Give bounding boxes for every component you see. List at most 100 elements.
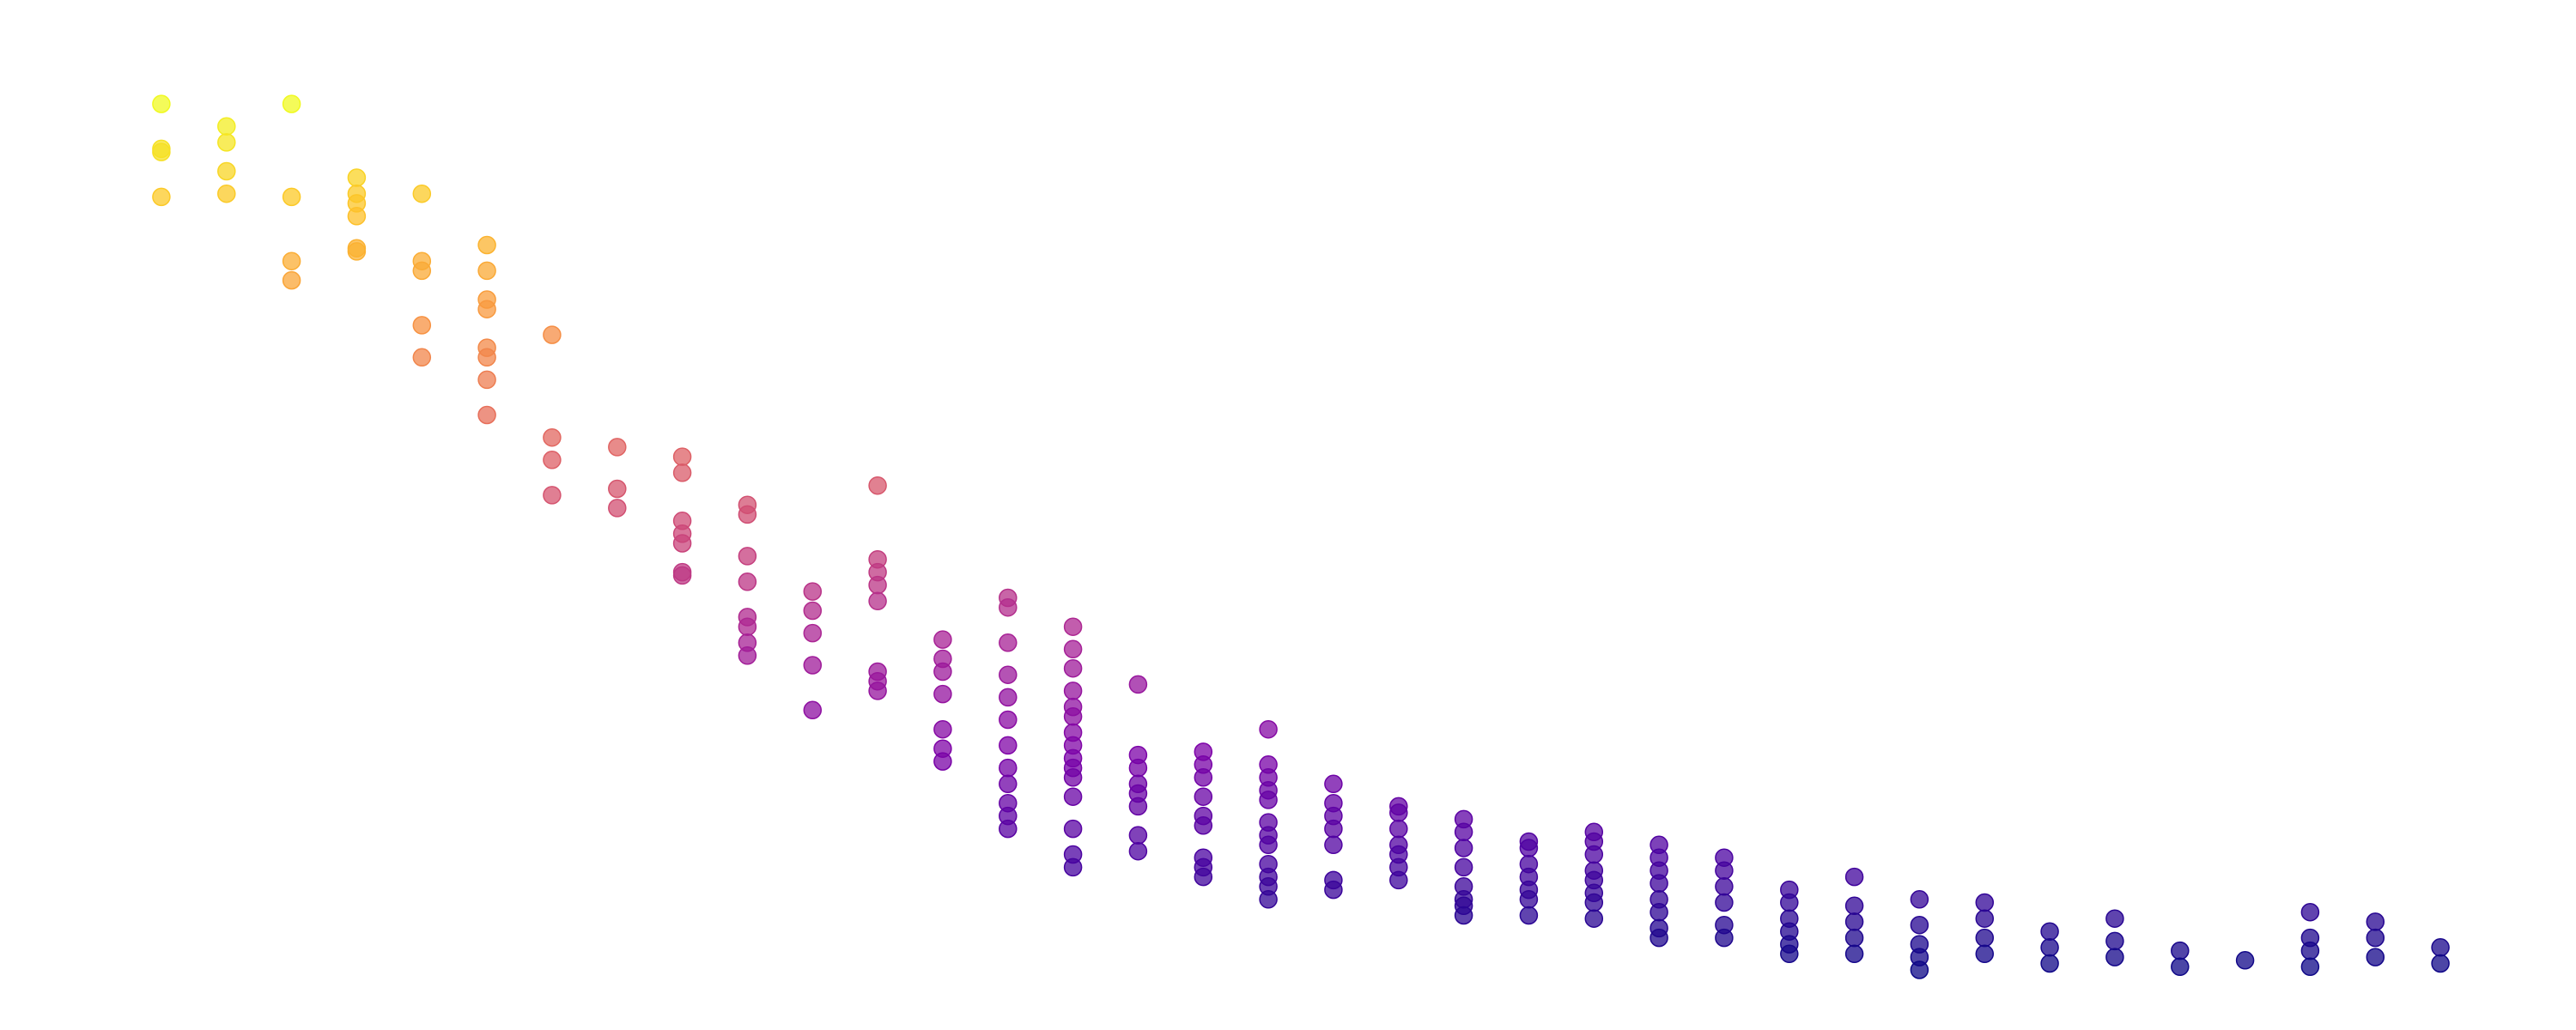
scatter-point xyxy=(2300,957,2320,977)
scatter-point xyxy=(2300,902,2320,922)
scatter-point xyxy=(999,665,1018,684)
scatter-point xyxy=(1519,839,1539,857)
scatter-point xyxy=(477,405,496,425)
scatter-point xyxy=(1780,944,1799,964)
scatter-point xyxy=(477,348,496,367)
scatter-point xyxy=(1975,928,1995,948)
scatter-point xyxy=(347,207,367,226)
scatter-point xyxy=(1063,857,1083,877)
scatter-point xyxy=(868,591,887,611)
scatter-point xyxy=(933,684,952,704)
scatter-point xyxy=(738,617,757,636)
scatter-point xyxy=(217,161,236,181)
scatter-point xyxy=(1259,791,1278,809)
scatter-point xyxy=(999,597,1018,617)
scatter-point xyxy=(217,117,236,136)
scatter-point xyxy=(1584,845,1604,864)
scatter-point xyxy=(1128,841,1148,861)
scatter-point xyxy=(217,133,236,152)
scatter-point xyxy=(999,758,1018,778)
scatter-point xyxy=(2366,928,2385,948)
scatter-point xyxy=(412,261,432,281)
scatter-point xyxy=(738,646,757,665)
scatter-point xyxy=(672,566,692,585)
scatter-point xyxy=(933,719,952,739)
scatter-point xyxy=(868,575,887,595)
scatter-point xyxy=(933,752,952,771)
scatter-point xyxy=(1063,682,1083,700)
scatter-point xyxy=(1844,944,1864,964)
scatter-point xyxy=(1649,928,1668,948)
scatter-point xyxy=(1975,893,1995,912)
scatter-point xyxy=(282,251,301,270)
scatter-point xyxy=(2040,938,2059,957)
scatter-point xyxy=(1063,658,1083,678)
scatter-point xyxy=(1844,867,1864,887)
scatter-point xyxy=(672,534,692,553)
scatter-point xyxy=(999,819,1018,839)
scatter-point xyxy=(1519,906,1539,925)
scatter-point xyxy=(1324,819,1343,839)
scatter-point xyxy=(2235,951,2255,970)
scatter-point xyxy=(2105,948,2124,966)
scatter-point xyxy=(1324,880,1343,900)
scatter-point xyxy=(1844,912,1864,931)
scatter-point xyxy=(1844,896,1864,916)
scatter-point xyxy=(1649,874,1668,893)
scatter-point xyxy=(1063,819,1083,839)
scatter-point xyxy=(2300,941,2320,960)
scatter-point xyxy=(738,573,757,591)
scatter-point xyxy=(672,447,692,466)
scatter-point xyxy=(868,682,887,700)
scatter-point xyxy=(2171,957,2190,977)
scatter-point xyxy=(803,623,823,643)
scatter-point xyxy=(1389,819,1408,839)
scatter-point xyxy=(412,316,432,335)
scatter-point xyxy=(543,451,562,470)
scatter-point xyxy=(999,633,1018,652)
scatter-point xyxy=(152,94,171,113)
scatter-point xyxy=(1128,797,1148,816)
scatter-point xyxy=(999,774,1018,794)
scatter-point xyxy=(738,505,757,524)
scatter-point xyxy=(477,300,496,318)
scatter-point xyxy=(282,270,301,290)
scatter-point xyxy=(1844,928,1864,948)
scatter-point xyxy=(1063,787,1083,806)
scatter-point xyxy=(282,187,301,207)
scatter-point xyxy=(1063,707,1083,726)
scatter-point xyxy=(217,184,236,203)
scatter-point xyxy=(1715,928,1734,948)
scatter-point xyxy=(1128,758,1148,778)
scatter-point xyxy=(1128,675,1148,694)
scatter-point xyxy=(803,656,823,675)
scatter-point xyxy=(1454,822,1473,842)
scatter-point xyxy=(1063,617,1083,636)
scatter-point xyxy=(2431,954,2450,973)
scatter-point xyxy=(1715,861,1734,880)
scatter-point xyxy=(1649,902,1668,922)
scatter-point xyxy=(1128,826,1148,845)
scatter-point xyxy=(1259,835,1278,855)
scatter-point xyxy=(1454,857,1473,877)
scatter-point xyxy=(1389,870,1408,890)
scatter-point xyxy=(1063,768,1083,787)
scatter-point xyxy=(1194,867,1213,887)
scatter-point xyxy=(2105,909,2124,928)
scatter-point xyxy=(1780,893,1799,912)
scatter-point xyxy=(412,184,432,203)
scatter-point xyxy=(999,736,1018,755)
scatter-point xyxy=(2040,922,2059,941)
scatter-point xyxy=(2105,931,2124,951)
scatter-point xyxy=(152,142,171,161)
scatter-point xyxy=(738,547,757,566)
scatter-point xyxy=(2366,948,2385,966)
scatter-point xyxy=(1910,960,1929,979)
scatter-point xyxy=(803,700,823,720)
scatter-point xyxy=(1389,803,1408,822)
scatter-point xyxy=(1454,839,1473,857)
scatter-point xyxy=(412,348,432,367)
scatter-point xyxy=(672,464,692,482)
scatter-point xyxy=(1063,639,1083,659)
